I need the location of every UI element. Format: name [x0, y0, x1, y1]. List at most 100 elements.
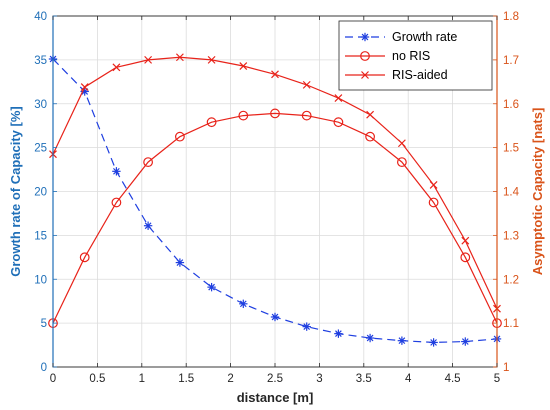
data-point-x [175, 53, 184, 62]
x-stroke [271, 70, 279, 79]
ticks-layer: 0 0.5 1 1.5 2 2.5 3 3.5 4 4.5 5 0 5 10 15 20 25 30 35 40 1 1.… [34, 11, 519, 385]
asterisk-stroke [113, 167, 120, 175]
circle-marker [428, 197, 439, 208]
x-stroke [302, 80, 311, 89]
legend-label-no-ris: no RIS [392, 49, 430, 63]
legend-marker-x [361, 71, 369, 79]
legend-marker-circle [360, 51, 370, 61]
x-stroke [112, 63, 121, 72]
y-right-tick-label: 1 [503, 362, 509, 374]
x-axis-title: distance [m] [237, 390, 314, 405]
data-point-asterisk [143, 221, 153, 230]
circle-marker [143, 157, 154, 168]
data-point-circle [270, 108, 280, 119]
circle-marker [365, 131, 376, 142]
series-ris-aided [49, 53, 501, 313]
x-tick-label: 2.5 [267, 373, 283, 385]
legend-entry-no-ris: no RIS [345, 49, 430, 63]
y-left-tick-label: 5 [41, 318, 47, 330]
y-right-tick-label: 1.3 [503, 230, 519, 242]
asterisk-stroke [461, 338, 469, 345]
series-no-ris [48, 108, 502, 329]
x-tick-label: 3.5 [356, 373, 372, 385]
data-point-x [461, 236, 470, 245]
data-point-x [112, 63, 121, 72]
asterisk-stroke [176, 259, 184, 266]
x-tick-label: 3 [316, 373, 322, 385]
x-stroke [207, 55, 216, 64]
data-point-asterisk [175, 258, 185, 267]
circle-marker [396, 157, 407, 168]
x-stroke [429, 180, 438, 189]
x-stroke [239, 62, 248, 70]
x-tick-label: 0 [50, 373, 56, 385]
data-point-x [271, 70, 279, 79]
data-point-asterisk [207, 282, 216, 292]
x-tick-label: 2 [227, 373, 233, 385]
y-right-tick-label: 1.7 [503, 55, 519, 67]
legend-label-growth-rate: Growth rate [392, 30, 457, 44]
data-point-asterisk [239, 299, 248, 309]
data-point-circle [174, 131, 185, 142]
data-point-asterisk [397, 336, 407, 345]
y-left-tick-label: 25 [34, 143, 47, 155]
y-left-tick-label: 40 [34, 11, 47, 23]
y-left-tick-label: 30 [34, 99, 47, 111]
circle-marker [174, 131, 185, 142]
y-left-tick-label: 20 [34, 187, 47, 199]
y-left-tick-label: 10 [34, 274, 47, 286]
data-point-circle [143, 157, 154, 168]
circle-marker [111, 197, 122, 208]
y-left-tick-label: 15 [34, 230, 47, 242]
data-point-x [239, 62, 248, 70]
x-stroke [461, 236, 470, 245]
asterisk-stroke [303, 323, 311, 330]
series-line [52, 112, 498, 324]
x-stroke [334, 94, 343, 102]
circle-marker [270, 108, 280, 119]
circle-marker [333, 117, 344, 128]
y-right-tick-label: 1.1 [503, 318, 519, 330]
asterisk-stroke [335, 330, 342, 338]
legend: Growth rate no RIS RIS-aided [338, 20, 493, 91]
data-point-x [334, 94, 343, 102]
data-point-circle [79, 252, 90, 263]
asterisk-stroke [239, 300, 247, 308]
y-right-axis-title: Asymptotic Capacity [nats] [530, 108, 545, 276]
data-point-circle [460, 252, 471, 263]
data-point-asterisk [334, 329, 343, 338]
legend-entry-ris-aided: RIS-aided [345, 68, 448, 82]
data-point-x [207, 55, 216, 64]
data-point-x [144, 55, 153, 64]
circle-marker [460, 252, 471, 263]
y-right-tick-label: 1.8 [503, 11, 519, 23]
asterisk-stroke [430, 339, 437, 346]
data-point-asterisk [302, 322, 311, 331]
x-tick-label: 4.5 [445, 373, 461, 385]
circle-marker [238, 110, 249, 121]
data-point-x [80, 83, 89, 92]
data-point-asterisk [112, 167, 121, 176]
circle-marker [360, 51, 370, 61]
data-point-circle [333, 117, 344, 128]
asterisk-stroke [271, 313, 279, 321]
y-right-tick-label: 1.5 [503, 143, 519, 155]
x-tick-label: 4 [405, 373, 412, 385]
x-stroke [361, 71, 369, 79]
data-point-circle [428, 197, 439, 208]
data-point-circle [206, 117, 217, 128]
asterisk-stroke [366, 334, 374, 342]
x-stroke [397, 139, 406, 148]
y-left-tick-label: 35 [34, 55, 47, 67]
y-right-tick-label: 1.4 [503, 187, 520, 199]
legend-label-ris-aided: RIS-aided [392, 68, 448, 82]
x-stroke [366, 110, 375, 119]
data-point-circle [396, 157, 407, 168]
data-point-asterisk [270, 312, 280, 322]
x-stroke [80, 83, 89, 92]
data-point-circle [111, 197, 122, 208]
legend-marker-asterisk [360, 32, 370, 42]
data-point-x [429, 180, 438, 189]
